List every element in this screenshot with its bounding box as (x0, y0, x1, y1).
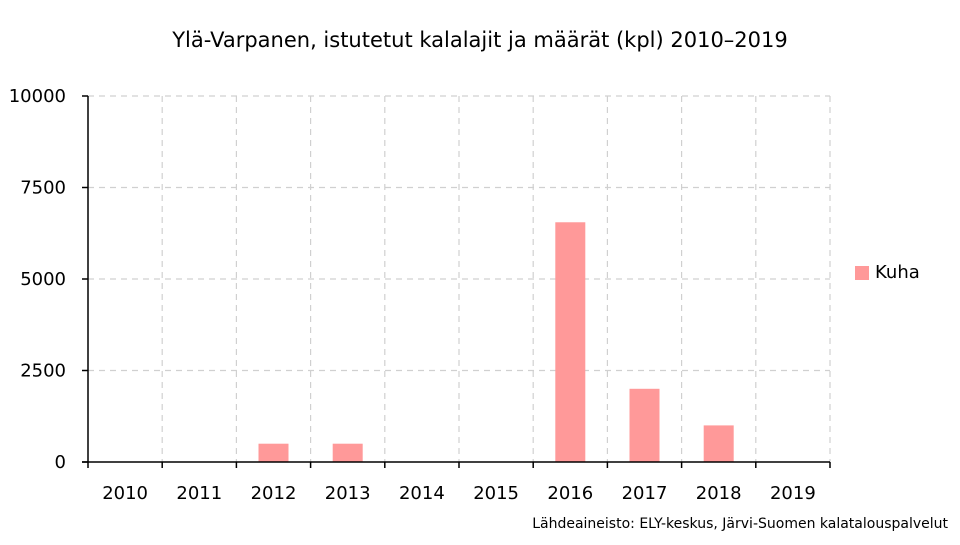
x-tick-label: 2018 (696, 483, 742, 504)
axes-layer (82, 95, 831, 468)
source-note: Lähdeaineisto: ELY-keskus, Järvi-Suomen … (532, 516, 948, 532)
x-tick-labels: 2010 2011 2012 2013 2014 2015 2016 2017 2018 2019 (102, 483, 816, 504)
x-tick-label: 2017 (622, 483, 668, 504)
legend-swatch-kuha (855, 265, 869, 280)
y-tick-labels: 0 2500 5000 7500 10000 (9, 86, 66, 473)
x-tick-label: 2010 (102, 483, 148, 504)
x-tick-label: 2012 (251, 483, 297, 504)
bar-2017 (629, 388, 660, 462)
legend-label-kuha: Kuha (875, 262, 920, 283)
x-tick-label: 2016 (547, 483, 593, 504)
x-tick-label: 2019 (770, 483, 816, 504)
y-tick-label: 0 (55, 452, 66, 473)
bar-2016 (555, 222, 586, 462)
grid-layer (88, 95, 831, 462)
x-tick-label: 2011 (176, 483, 222, 504)
chart-title: Ylä-Varpanen, istutetut kalalajit ja mää… (172, 28, 788, 52)
legend: Kuha (855, 262, 920, 283)
bar-2012 (258, 443, 289, 462)
bar-2013 (332, 443, 363, 462)
bar-2018 (703, 425, 734, 462)
x-tick-label: 2014 (399, 483, 445, 504)
y-tick-label: 5000 (20, 269, 66, 290)
y-tick-label: 7500 (20, 178, 66, 199)
x-tick-label: 2015 (473, 483, 519, 504)
y-tick-label: 10000 (9, 86, 66, 107)
bars-layer (258, 222, 734, 462)
x-tick-label: 2013 (325, 483, 371, 504)
y-tick-label: 2500 (20, 361, 66, 382)
